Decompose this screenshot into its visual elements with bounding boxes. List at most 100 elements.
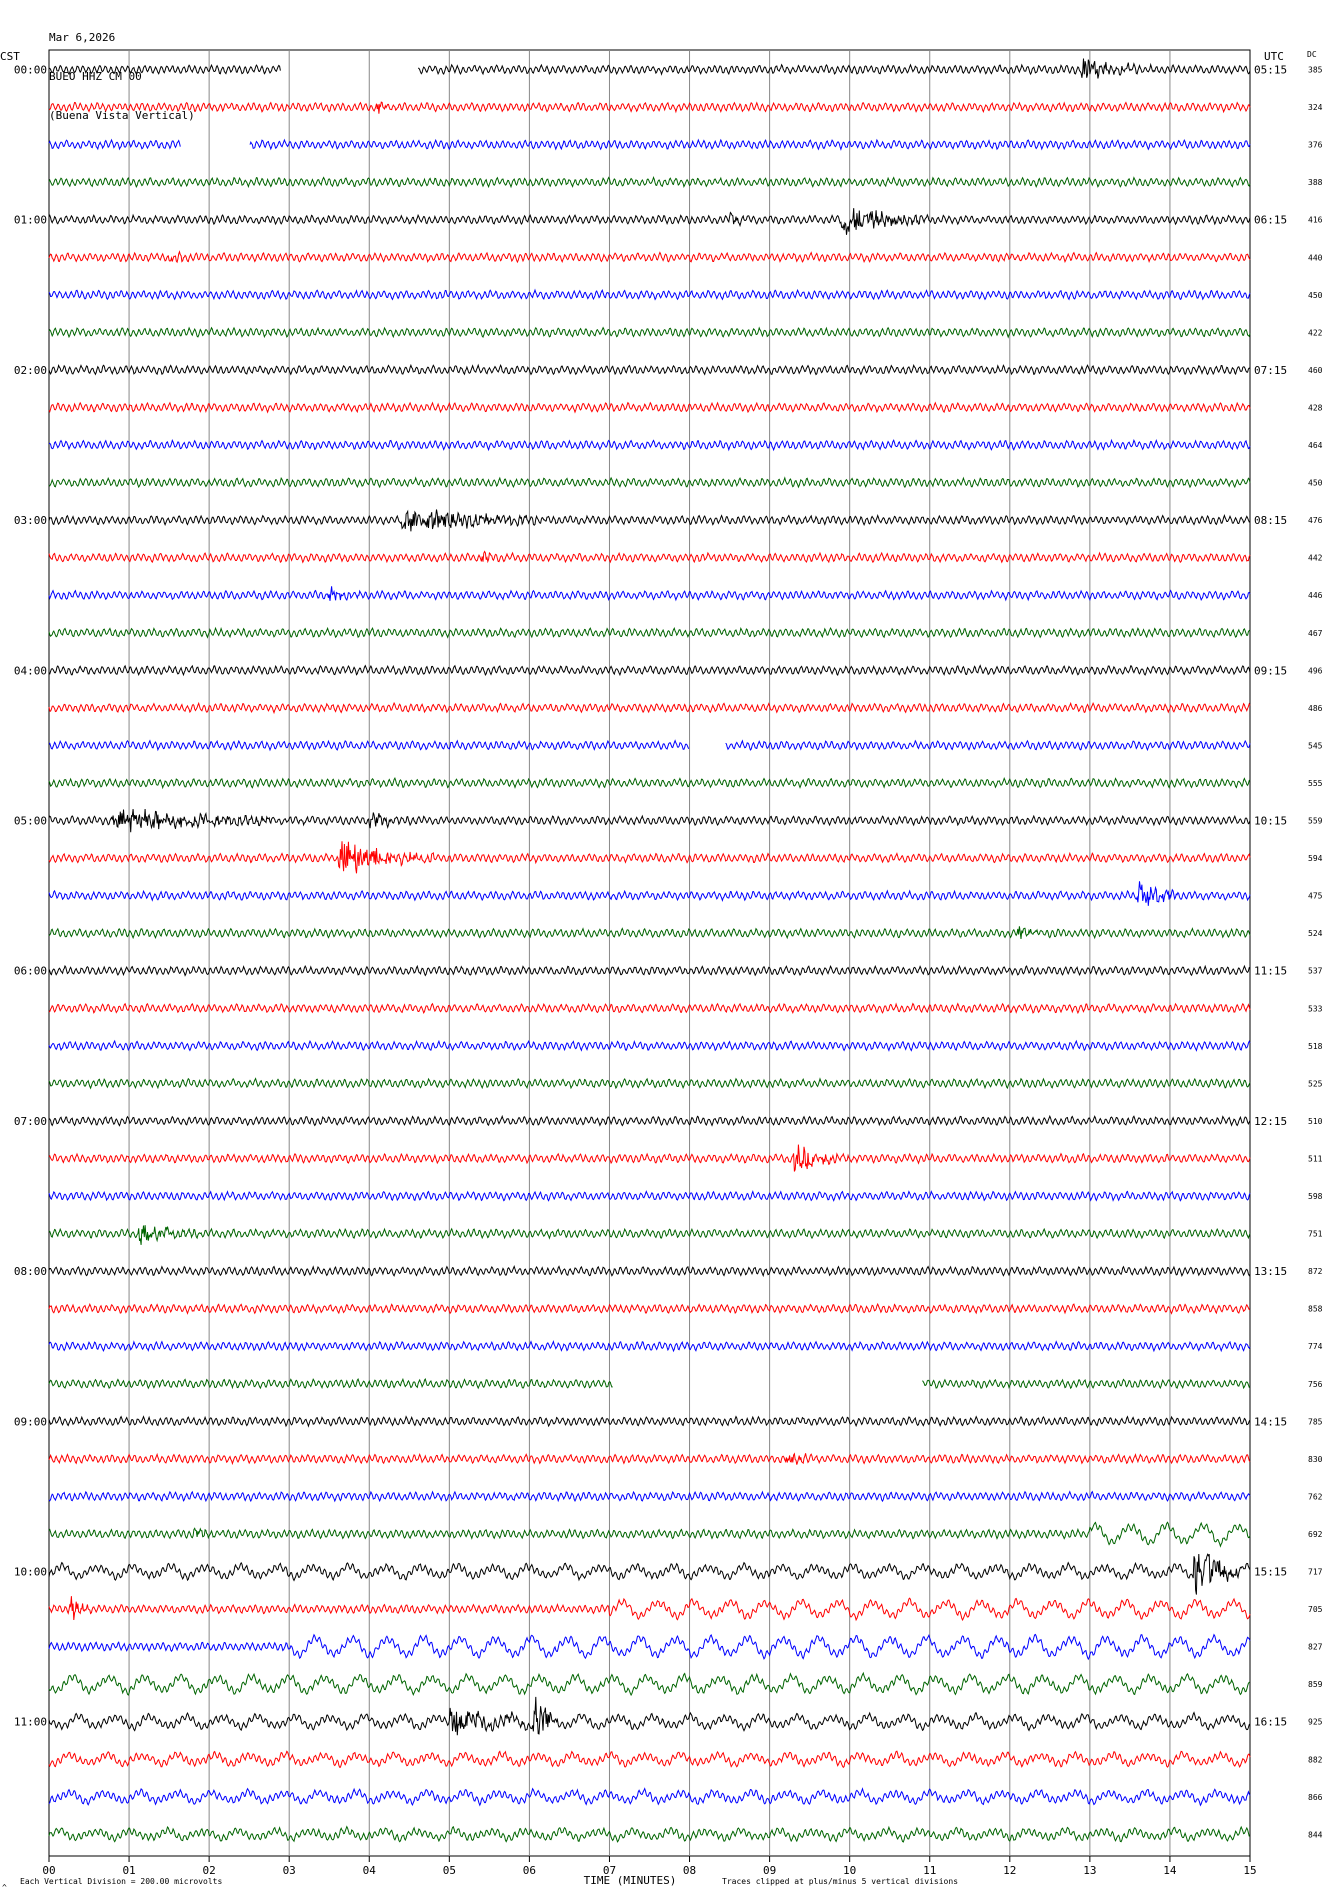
trace-row-1 (48, 101, 1251, 114)
dc-value: 450 (1308, 291, 1323, 300)
dc-value: 524 (1308, 929, 1323, 938)
x-tick-label: 13 (1083, 1864, 1096, 1877)
trace-row-15 (48, 626, 1251, 639)
trace-row-34 (48, 1340, 1251, 1353)
dc-value: 460 (1308, 366, 1323, 375)
x-tick-label: 02 (203, 1864, 216, 1877)
trace-row-18 (48, 739, 1251, 752)
date-label: Mar 6,2026 (49, 31, 116, 44)
trace-row-37 (48, 1452, 1251, 1466)
dc-value: 756 (1308, 1380, 1323, 1389)
plot-frame (48, 49, 1251, 1857)
trace-row-2 (48, 138, 1251, 151)
dc-value: 705 (1308, 1605, 1323, 1614)
right-hour-label: 13:15 (1254, 1265, 1287, 1278)
right-hour-label: 12:15 (1254, 1115, 1287, 1128)
trace-row-5 (48, 250, 1251, 264)
dc-value: 385 (1308, 66, 1323, 75)
dc-value: 486 (1308, 704, 1323, 713)
x-axis-label: TIME (MINUTES) (584, 1874, 677, 1887)
dc-value: 525 (1308, 1079, 1323, 1088)
dc-value: 594 (1308, 854, 1323, 863)
trace-row-33 (48, 1302, 1251, 1315)
trace-row-26 (48, 1039, 1251, 1052)
dc-value: 762 (1308, 1492, 1323, 1501)
dc-value: 388 (1308, 178, 1323, 187)
x-tick-label: 12 (1003, 1864, 1016, 1877)
left-hour-label: 08:00 (14, 1265, 47, 1278)
x-tick-label: 04 (363, 1864, 377, 1877)
dc-value: 467 (1308, 629, 1323, 638)
dc-value: 446 (1308, 591, 1323, 600)
left-hour-label: 00:00 (14, 64, 47, 77)
x-tick-label: 01 (122, 1864, 135, 1877)
dc-value: 511 (1308, 1154, 1323, 1163)
dc-value: 518 (1308, 1042, 1323, 1051)
x-tick-label: 07 (603, 1864, 616, 1877)
dc-value: 450 (1308, 479, 1323, 488)
trace-row-38 (48, 1490, 1251, 1503)
trace-row-3 (48, 176, 1251, 189)
right-timezone-label: UTC (1264, 50, 1284, 63)
right-hour-label: 14:15 (1254, 1415, 1287, 1428)
trace-row-43 (48, 1671, 1251, 1697)
trace-row-39 (48, 1521, 1251, 1548)
right-hour-label: 05:15 (1254, 64, 1287, 77)
trace-row-11 (48, 476, 1251, 489)
x-tick-label: 05 (443, 1864, 456, 1877)
trace-row-24 (48, 964, 1251, 977)
trace-row-20 (48, 808, 1251, 833)
trace-row-35 (48, 1377, 1251, 1390)
dc-value: 866 (1308, 1793, 1323, 1802)
dc-value: 872 (1308, 1267, 1323, 1276)
trace-row-17 (48, 701, 1251, 715)
x-tick-label: 00 (42, 1864, 55, 1877)
dc-value: 785 (1308, 1417, 1323, 1426)
dc-value: 751 (1308, 1230, 1323, 1239)
trace-row-14 (48, 586, 1251, 602)
dc-header: DC (1307, 50, 1317, 59)
left-timezone-label: CST (0, 50, 20, 63)
left-hour-label: 01:00 (14, 214, 47, 227)
x-tick-label: 09 (763, 1864, 776, 1877)
left-hour-label: 04:00 (14, 664, 47, 677)
trace-row-31 (48, 1225, 1251, 1245)
x-tick-label: 08 (683, 1864, 696, 1877)
dc-value: 844 (1308, 1830, 1323, 1839)
trace-row-32 (48, 1264, 1251, 1278)
right-hour-label: 10:15 (1254, 815, 1287, 828)
x-tick-label: 15 (1243, 1864, 1256, 1877)
dc-value: 774 (1308, 1342, 1323, 1351)
trace-row-45 (48, 1750, 1251, 1769)
dc-value: 416 (1308, 216, 1323, 225)
right-hour-label: 08:15 (1254, 514, 1287, 527)
trace-row-4 (48, 208, 1251, 235)
right-hour-label: 09:15 (1254, 664, 1287, 677)
left-hour-label: 07:00 (14, 1115, 47, 1128)
trace-row-42 (48, 1633, 1251, 1661)
dc-value: 422 (1308, 328, 1323, 337)
x-tick-label: 14 (1163, 1864, 1177, 1877)
trace-row-47 (48, 1825, 1251, 1843)
dc-value: 830 (1308, 1455, 1323, 1464)
trace-row-6 (48, 288, 1251, 301)
trace-row-8 (48, 363, 1251, 376)
dc-value: 475 (1308, 892, 1323, 901)
right-hour-label: 11:15 (1254, 965, 1287, 978)
dc-value: 376 (1308, 141, 1323, 150)
right-hour-label: 06:15 (1254, 214, 1287, 227)
trace-row-0 (48, 58, 1251, 79)
dc-value: 442 (1308, 554, 1323, 563)
dc-value: 545 (1308, 741, 1323, 750)
dc-value: 555 (1308, 779, 1323, 788)
trace-row-28 (48, 1114, 1251, 1127)
left-hour-label: 09:00 (14, 1415, 47, 1428)
location-label: (Buena Vista Vertical) (49, 109, 195, 122)
dc-value: 559 (1308, 817, 1323, 826)
dc-value: 428 (1308, 403, 1323, 412)
trace-row-46 (48, 1787, 1251, 1807)
dc-value: 692 (1308, 1530, 1323, 1539)
dc-value: 598 (1308, 1192, 1323, 1201)
dc-value: 859 (1308, 1680, 1323, 1689)
